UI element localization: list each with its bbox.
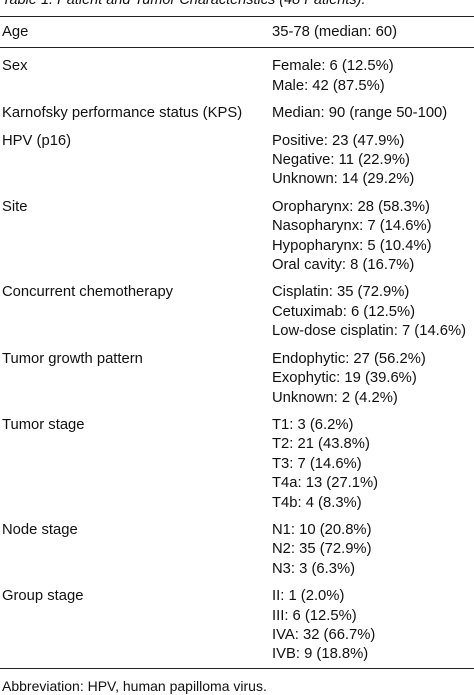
row-value: III: 6 (12.5%) bbox=[272, 607, 357, 624]
table-caption: Table 1. Patient and Tumor Characteristi… bbox=[2, 0, 366, 8]
row-label: Node stage bbox=[2, 521, 78, 538]
row-value: T4a: 13 (27.1%) bbox=[272, 475, 379, 492]
row-value: Positive: 23 (47.9%) bbox=[272, 132, 405, 149]
row-value: Female: 6 (12.5%) bbox=[272, 58, 394, 75]
row-value: Low-dose cisplatin: 7 (14.6%) bbox=[272, 323, 467, 340]
row-value: T1: 3 (6.2%) bbox=[272, 416, 354, 433]
row-label: Sex bbox=[2, 58, 28, 75]
row-value: II: 1 (2.0%) bbox=[272, 588, 345, 605]
row-values: Median: 90 (range 50-100) bbox=[272, 104, 474, 123]
row-values: Endophytic: 27 (56.2%) Exophytic: 19 (39.… bbox=[272, 350, 474, 408]
row-value: Unknown: 14 (29.2%) bbox=[272, 171, 415, 188]
row-value: Unknown: 2 (4.2%) bbox=[272, 389, 398, 406]
row-value: T3: 7 (14.6%) bbox=[272, 455, 362, 472]
row-label: Site bbox=[2, 198, 28, 215]
row-values: Female: 6 (12.5%) Male: 42 (87.5%) bbox=[272, 57, 474, 96]
table-row: Node stage N1: 10 (20.8%) N2: 35 (72.9%) N3… bbox=[0, 516, 474, 582]
row-value: 35-78 (median: 60) bbox=[272, 24, 398, 40]
row-value: IVB: 9 (18.8%) bbox=[272, 646, 369, 663]
row-value: N2: 35 (72.9%) bbox=[272, 541, 372, 558]
row-value: Cisplatin: 35 (72.9%) bbox=[272, 284, 410, 301]
row-label: Group stage bbox=[2, 588, 84, 605]
row-value: T4b: 4 (8.3%) bbox=[272, 494, 362, 511]
row-label: Age bbox=[2, 24, 29, 40]
row-values: Oropharynx: 28 (58.3%) Nasopharynx: 7 (14… bbox=[272, 198, 474, 276]
row-values: Cisplatin: 35 (72.9%) Cetuximab: 6 (12.5%… bbox=[272, 283, 474, 341]
table-row: Sex Female: 6 (12.5%) Male: 42 (87.5%) bbox=[0, 48, 474, 99]
row-value: Negative: 11 (22.9%) bbox=[272, 152, 410, 169]
table-row: Age 35-78 (median: 60) bbox=[0, 17, 474, 49]
table-row: Tumor stage T1: 3 (6.2%) T2: 21 (43.8%) T3:… bbox=[0, 411, 474, 516]
row-values: Positive: 23 (47.9%) Negative: 11 (22.9%)… bbox=[272, 132, 474, 190]
row-label: Karnofsky performance status (KPS) bbox=[2, 105, 243, 122]
row-values: T1: 3 (6.2%) T2: 21 (43.8%) T3: 7 (14.6%) T… bbox=[272, 416, 474, 513]
row-value: IVA: 32 (66.7%) bbox=[272, 626, 376, 643]
row-label: HPV (p16) bbox=[2, 132, 72, 149]
table-row: HPV (p16) Positive: 23 (47.9%) Negative: 1… bbox=[0, 127, 474, 193]
row-value: Male: 42 (87.5%) bbox=[272, 77, 385, 94]
table-row: Karnofsky performance status (KPS) Median… bbox=[0, 99, 474, 126]
row-values: N1: 10 (20.8%) N2: 35 (72.9%) N3: 3 (6.3%) bbox=[272, 521, 474, 579]
row-label: Tumor stage bbox=[2, 416, 85, 433]
row-label: Concurrent chemotherapy bbox=[2, 284, 174, 301]
table: Age 35-78 (median: 60) Sex Female: 6 (12.5%… bbox=[0, 16, 474, 669]
row-value: Oral cavity: 8 (16.7%) bbox=[272, 257, 415, 274]
table-row: Tumor growth pattern Endophytic: 27 (56.2… bbox=[0, 345, 474, 411]
row-value: Hypopharynx: 5 (10.4%) bbox=[272, 237, 432, 254]
row-value: Oropharynx: 28 (58.3%) bbox=[272, 198, 430, 215]
row-label: Tumor growth pattern bbox=[2, 350, 143, 367]
table-row: Concurrent chemotherapy Cisplatin: 35 (72… bbox=[0, 278, 474, 344]
row-value: Median: 90 (range 50-100) bbox=[272, 105, 448, 122]
row-values: 35-78 (median: 60) bbox=[272, 23, 474, 42]
table-row: Site Oropharynx: 28 (58.3%) Nasopharynx: 7… bbox=[0, 193, 474, 279]
row-value: N3: 3 (6.3%) bbox=[272, 560, 356, 577]
footnote: Abbreviation: HPV, human papilloma virus… bbox=[2, 678, 267, 694]
row-value: Cetuximab: 6 (12.5%) bbox=[272, 303, 416, 320]
row-value: Exophytic: 19 (39.6%) bbox=[272, 370, 417, 387]
table-row: Group stage II: 1 (2.0%) III: 6 (12.5%) IVA… bbox=[0, 582, 474, 668]
row-value: T2: 21 (43.8%) bbox=[272, 436, 370, 453]
row-values: II: 1 (2.0%) III: 6 (12.5%) IVA: 32 (66.7%… bbox=[272, 587, 474, 665]
row-value: N1: 10 (20.8%) bbox=[272, 521, 372, 538]
row-value: Endophytic: 27 (56.2%) bbox=[272, 350, 426, 367]
row-value: Nasopharynx: 7 (14.6%) bbox=[272, 218, 432, 235]
